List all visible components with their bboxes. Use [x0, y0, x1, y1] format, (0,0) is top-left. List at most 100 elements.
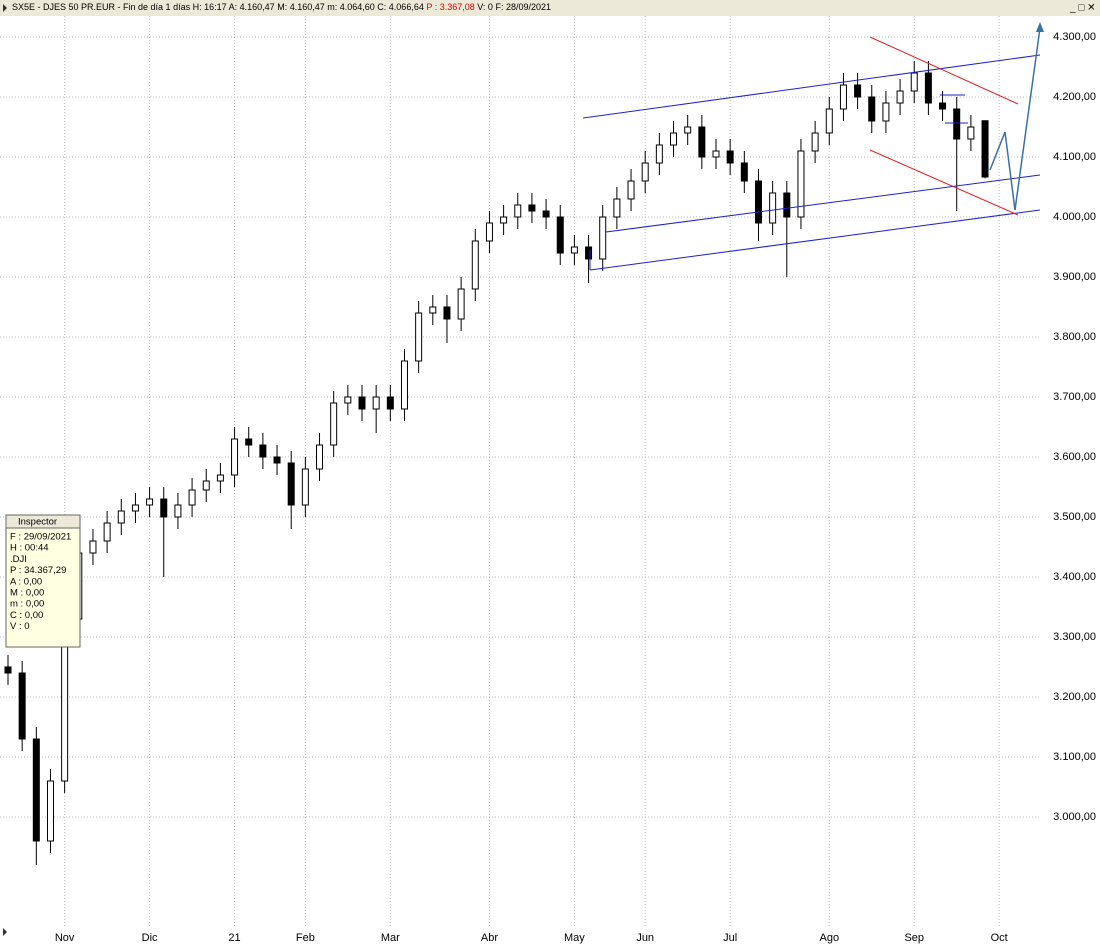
x-tick-label: Abr — [481, 932, 498, 944]
inspector-line: M : 0,00 — [10, 588, 44, 599]
candle-body — [316, 444, 324, 470]
inspector-line: V : 0 — [10, 621, 30, 632]
candle-body — [740, 162, 748, 182]
candle-body — [712, 150, 720, 158]
candle-body — [528, 204, 536, 212]
inspector-line: C : 0,00 — [10, 610, 43, 621]
candle-body — [684, 126, 692, 134]
candle-body — [939, 102, 947, 110]
x-tick-label: Oct — [991, 932, 1008, 944]
header-date: F: 28/09/2021 — [495, 2, 551, 12]
candle-body — [967, 126, 975, 140]
candle-body — [259, 444, 267, 458]
collapse-icon[interactable] — [3, 4, 7, 12]
candle-body — [330, 402, 338, 446]
candle-body — [117, 510, 125, 524]
arrow — [1004, 131, 1016, 211]
arrow — [1014, 27, 1041, 211]
axes: 3.000,00 3.100,00 3.200,00 3.300,00 3.400,00… — [55, 31, 1096, 944]
candle-body — [670, 132, 678, 146]
x-tick-label: 21 — [228, 932, 240, 944]
header-close: C: 4.066,64 — [377, 2, 424, 12]
candle-body — [783, 192, 791, 218]
header-high: M: 4.160,47 — [277, 2, 325, 12]
candle-body — [698, 126, 706, 158]
y-tick-label: 3.600,00 — [1053, 451, 1096, 463]
candle-body — [655, 144, 663, 164]
inspector-line: F : 29/09/2021 — [10, 532, 71, 543]
candle-body — [103, 522, 111, 542]
candle-body — [146, 498, 154, 506]
candle-body — [429, 306, 437, 314]
inspector-box — [5, 514, 81, 648]
candle-body — [868, 96, 876, 122]
channel-lower — [589, 209, 1041, 271]
red-upper — [869, 36, 1019, 105]
candle-body — [4, 666, 12, 674]
trendlines — [582, 22, 1044, 271]
candle-body — [981, 120, 989, 178]
x-tick-label: Jun — [636, 932, 654, 944]
candle-body — [386, 396, 394, 410]
x-tick-label: Dic — [142, 932, 158, 944]
window-buttons[interactable]: _ □ ✕ — [1069, 3, 1096, 14]
candles — [4, 61, 989, 865]
inspector-line: A : 0,00 — [10, 576, 42, 587]
candle-body — [769, 192, 777, 224]
candle-body — [131, 504, 139, 512]
inspector-line: m : 0,00 — [10, 599, 44, 610]
inspector-line: .DJI — [10, 554, 27, 565]
y-tick-label: 4.200,00 — [1053, 91, 1096, 103]
inspector-title-bar — [5, 514, 81, 529]
header-name: SX5E - DJES 50 PR.EUR - Fin de día 1 día… — [12, 2, 191, 12]
candle-body — [160, 498, 168, 518]
x-tick-label: Jul — [723, 932, 737, 944]
candle-body — [457, 288, 465, 320]
x-tick-label: Mar — [381, 932, 400, 944]
candle-body — [882, 102, 890, 122]
candle-body — [811, 132, 819, 152]
header-open: A: 4.160,47 — [229, 2, 275, 12]
candle-body — [613, 198, 621, 218]
x-tick-label: Sep — [904, 932, 924, 944]
candle-body — [89, 540, 97, 554]
scroll-icon[interactable] — [3, 928, 7, 936]
x-tick-label: May — [564, 932, 585, 944]
header-title: SX5E - DJES 50 PR.EUR - Fin de día 1 día… — [12, 2, 551, 12]
candle-body — [896, 90, 904, 104]
candle-body — [415, 312, 423, 362]
candle-body — [599, 216, 607, 260]
x-tick-label: Ago — [819, 932, 839, 944]
candle-body — [570, 246, 578, 254]
candle-body — [953, 108, 961, 140]
candle-body — [754, 180, 762, 224]
candle-body — [46, 780, 54, 842]
arrow-head — [1036, 22, 1044, 32]
inspector-line: P : 34.367,29 — [10, 565, 66, 576]
header-time: H: 16:17 — [193, 2, 227, 12]
y-tick-label: 3.000,00 — [1053, 811, 1096, 823]
channel-middle — [605, 174, 1041, 233]
candle-body — [273, 456, 281, 464]
candle-body — [18, 672, 26, 740]
candle-body — [627, 180, 635, 200]
grid — [0, 16, 1040, 928]
header-p: P : 3.367,08 — [426, 2, 474, 12]
y-tick-label: 3.800,00 — [1053, 331, 1096, 343]
y-tick-label: 4.300,00 — [1053, 31, 1096, 43]
y-tick-label: 3.700,00 — [1053, 391, 1096, 403]
y-tick-label: 3.900,00 — [1053, 271, 1096, 283]
inspector-line: H : 00:44 — [10, 543, 49, 554]
x-axis-bar — [0, 928, 1100, 944]
candle-body — [358, 396, 366, 410]
channel-upper — [582, 54, 1041, 119]
red-lower — [869, 149, 1019, 216]
y-tick-label: 3.400,00 — [1053, 571, 1096, 583]
candle-body — [556, 216, 564, 254]
candle-body — [641, 162, 649, 182]
x-tick-label: Nov — [55, 932, 75, 944]
candle-body — [924, 72, 932, 104]
